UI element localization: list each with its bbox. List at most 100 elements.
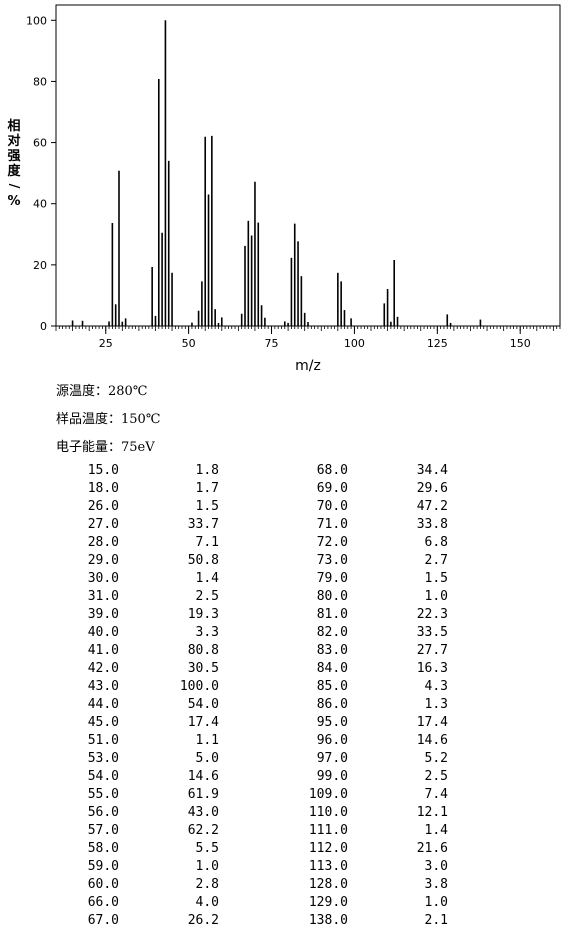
x-tick-label: 150 (510, 337, 531, 350)
abundance-value: 50.8 (187, 553, 219, 568)
table-row: 112.0 21.6 (298, 840, 448, 858)
mz-value: 82.0 (316, 625, 348, 640)
mz-value: 113.0 (308, 859, 348, 874)
abundance-value: 33.7 (187, 517, 219, 532)
y-axis-label-char: 相 (7, 118, 20, 134)
abundance-value: 5.2 (424, 751, 448, 766)
abundance-value: 47.2 (416, 499, 448, 514)
mz-value: 44.0 (87, 697, 119, 712)
table-row: 55.0 61.9 (69, 786, 219, 804)
abundance-value: 2.8 (195, 877, 219, 892)
abundance-value: 62.2 (187, 823, 219, 838)
abundance-value: 19.3 (187, 607, 219, 622)
abundance-value: 3.0 (424, 859, 448, 874)
table-row: 129.0 1.0 (298, 894, 448, 912)
mz-value: 80.0 (316, 589, 348, 604)
abundance-value: 22.3 (416, 607, 448, 622)
source-temperature: 源温度：280℃ (56, 384, 148, 399)
table-row: 43.0 100.0 (69, 678, 219, 696)
mz-value: 56.0 (87, 805, 119, 820)
abundance-value: 29.6 (416, 481, 448, 496)
x-axis-label: m/z (295, 358, 321, 374)
mz-value: 111.0 (308, 823, 348, 838)
abundance-value: 61.9 (187, 787, 219, 802)
y-tick-label: 40 (33, 198, 47, 211)
table-row: 56.0 43.0 (69, 804, 219, 822)
table-row: 30.0 1.4 (69, 570, 219, 588)
y-axis-label-char: 度 (7, 163, 21, 179)
mz-value: 26.0 (87, 499, 119, 514)
x-axis-ticks: 25 50 75 100 125 150 (99, 326, 531, 350)
table-row: 44.0 54.0 (69, 696, 219, 714)
spectrum-peaks (71, 20, 482, 326)
abundance-value: 21.6 (416, 841, 448, 856)
mz-value: 69.0 (316, 481, 348, 496)
abundance-value: 6.8 (424, 535, 448, 550)
abundance-value: 100.0 (179, 679, 219, 694)
mz-value: 109.0 (308, 787, 348, 802)
mz-value: 97.0 (316, 751, 348, 766)
mz-value: 81.0 (316, 607, 348, 622)
mz-value: 79.0 (316, 571, 348, 586)
sample-temperature: 样品温度：150℃ (56, 412, 161, 427)
table-row: 51.0 1.1 (69, 732, 219, 750)
mz-value: 43.0 (87, 679, 119, 694)
electron-energy: 电子能量：75eV (56, 440, 155, 455)
mz-value: 39.0 (87, 607, 119, 622)
mz-value: 42.0 (87, 661, 119, 676)
table-row: 110.0 12.1 (298, 804, 448, 822)
abundance-value: 33.5 (416, 625, 448, 640)
table-row: 82.0 33.5 (298, 624, 448, 642)
mz-value: 110.0 (308, 805, 348, 820)
table-row: 58.0 5.5 (69, 840, 219, 858)
table-row: 68.0 34.4 (298, 462, 448, 480)
mz-value: 58.0 (87, 841, 119, 856)
table-row: 84.0 16.3 (298, 660, 448, 678)
table-row: 85.0 4.3 (298, 678, 448, 696)
mz-value: 29.0 (87, 553, 119, 568)
abundance-value: 2.5 (424, 769, 448, 784)
abundance-value: 1.4 (424, 823, 448, 838)
abundance-value: 1.1 (195, 733, 219, 748)
abundance-value: 2.1 (424, 913, 448, 928)
mz-value: 72.0 (316, 535, 348, 550)
plot-frame (55, 4, 561, 327)
y-tick-label: 80 (33, 75, 47, 88)
y-axis-label-char: / (6, 184, 21, 189)
table-row: 80.0 1.0 (298, 588, 448, 606)
abundance-value: 12.1 (416, 805, 448, 820)
x-tick-label: 50 (182, 337, 196, 350)
y-axis-label-char: 对 (7, 133, 20, 149)
mz-value: 129.0 (308, 895, 348, 910)
abundance-value: 4.0 (195, 895, 219, 910)
mz-value: 54.0 (87, 769, 119, 784)
abundance-value: 17.4 (187, 715, 219, 730)
abundance-value: 16.3 (416, 661, 448, 676)
table-row: 95.0 17.4 (298, 714, 448, 732)
y-tick-label: 0 (40, 320, 47, 333)
y-tick-label: 100 (26, 14, 47, 27)
mz-value: 86.0 (316, 697, 348, 712)
table-row: 66.0 4.0 (69, 894, 219, 912)
mz-value: 95.0 (316, 715, 348, 730)
mz-value: 112.0 (308, 841, 348, 856)
abundance-value: 1.0 (195, 859, 219, 874)
mz-value: 31.0 (87, 589, 119, 604)
table-row: 27.0 33.7 (69, 516, 219, 534)
table-row: 73.0 2.7 (298, 552, 448, 570)
mz-value: 138.0 (308, 913, 348, 928)
table-row: 39.0 19.3 (69, 606, 219, 624)
abundance-value: 43.0 (187, 805, 219, 820)
abundance-value: 1.0 (424, 895, 448, 910)
table-row: 111.0 1.4 (298, 822, 448, 840)
mz-value: 51.0 (87, 733, 119, 748)
table-row: 113.0 3.0 (298, 858, 448, 876)
abundance-value: 1.0 (424, 589, 448, 604)
abundance-value: 30.5 (187, 661, 219, 676)
abundance-value: 1.3 (424, 697, 448, 712)
table-row: 70.0 47.2 (298, 498, 448, 516)
mz-value: 59.0 (87, 859, 119, 874)
mz-value: 68.0 (316, 463, 348, 478)
peak-table-left: 15.0 1.8 18.0 1.7 26.0 1.5 27.0 33.7 28.0 7.1 29.0… (69, 462, 219, 930)
y-axis-label-char: 强 (7, 149, 20, 164)
